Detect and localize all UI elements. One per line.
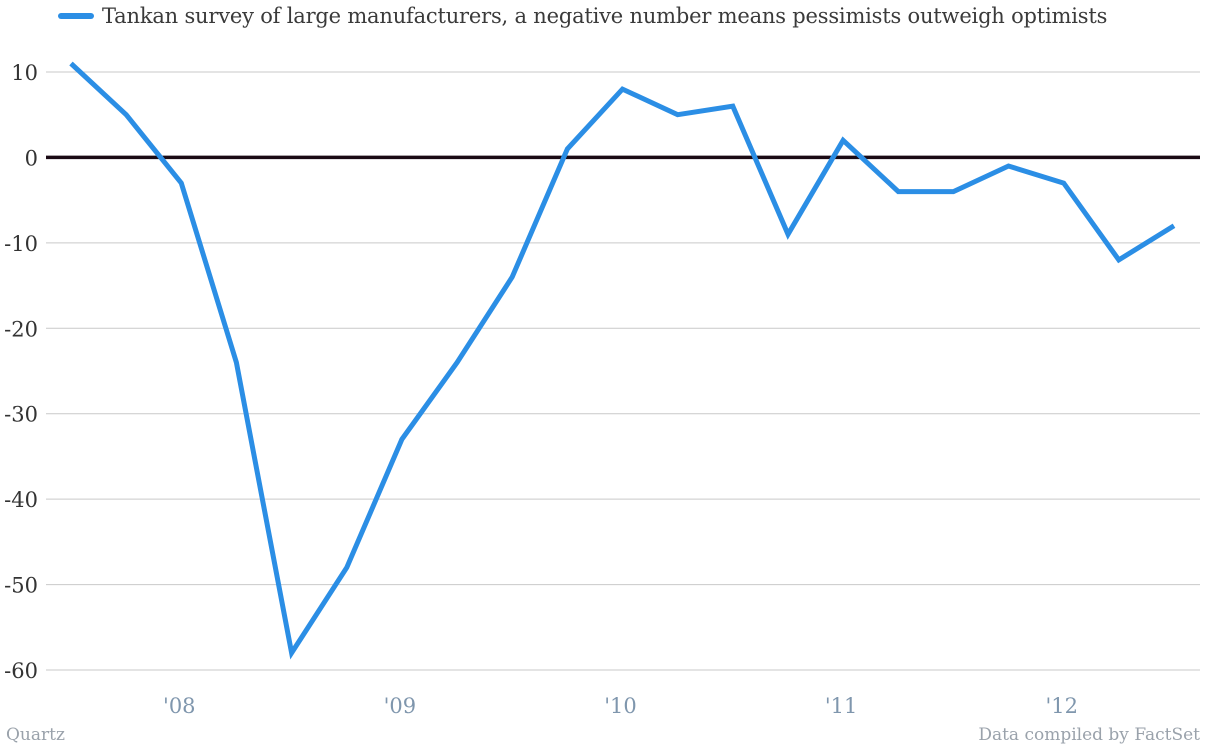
legend: Tankan survey of large manufacturers, a … bbox=[58, 4, 1107, 28]
y-tick-label: 10 bbox=[11, 61, 38, 85]
legend-swatch bbox=[58, 13, 94, 19]
footer-source: Data compiled by FactSet bbox=[978, 725, 1200, 745]
footer-brand: Quartz bbox=[6, 725, 65, 745]
legend-label: Tankan survey of large manufacturers, a … bbox=[102, 4, 1108, 28]
x-axis-ticks: '08 '09 '10 '11 '12 bbox=[163, 694, 1078, 718]
y-tick-label: -20 bbox=[4, 317, 38, 341]
y-tick-label: 0 bbox=[25, 146, 38, 170]
y-tick-label: -60 bbox=[4, 659, 38, 683]
x-tick-label: '11 bbox=[825, 694, 858, 718]
y-tick-label: -40 bbox=[4, 488, 38, 512]
x-tick-label: '12 bbox=[1045, 694, 1078, 718]
y-tick-label: -10 bbox=[4, 232, 38, 256]
y-axis-ticks: 10 0 -10 -20 -30 -40 -50 -60 bbox=[4, 61, 38, 683]
series-line bbox=[69, 61, 1176, 660]
grid-lines bbox=[46, 71, 1200, 671]
x-tick-label: '08 bbox=[163, 694, 196, 718]
x-tick-label: '09 bbox=[384, 694, 417, 718]
x-tick-label: '10 bbox=[604, 694, 637, 718]
y-tick-label: -50 bbox=[4, 574, 38, 598]
y-tick-label: -30 bbox=[4, 403, 38, 427]
series-layer bbox=[69, 61, 1176, 660]
